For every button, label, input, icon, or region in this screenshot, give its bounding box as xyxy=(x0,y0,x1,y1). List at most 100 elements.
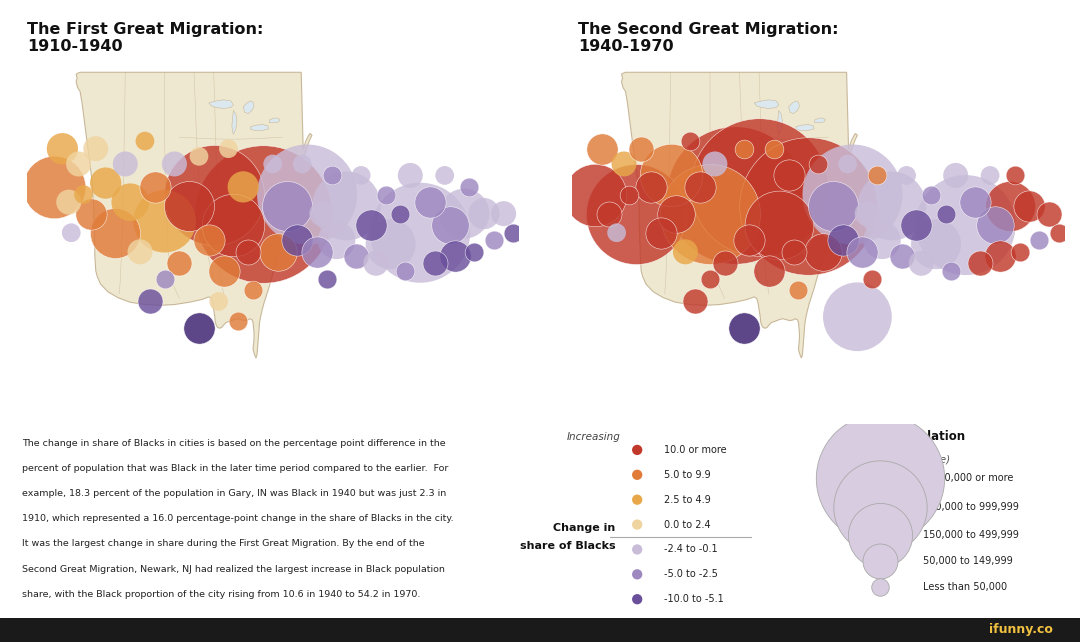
Point xyxy=(225,220,242,230)
Point xyxy=(593,144,610,154)
Polygon shape xyxy=(208,100,233,108)
Text: 2.5 to 4.9: 2.5 to 4.9 xyxy=(664,495,711,505)
Point xyxy=(687,297,704,307)
Text: -10.0 to -5.1: -10.0 to -5.1 xyxy=(664,594,724,604)
Point xyxy=(629,470,646,480)
Point xyxy=(456,209,473,219)
Polygon shape xyxy=(788,101,799,114)
Point xyxy=(230,315,247,325)
Polygon shape xyxy=(232,110,237,134)
Point xyxy=(319,273,336,284)
Point xyxy=(872,501,889,512)
Point xyxy=(70,159,87,169)
Point xyxy=(629,544,646,555)
Point xyxy=(942,266,959,276)
Text: 500,000 to 999,999: 500,000 to 999,999 xyxy=(923,501,1020,512)
Point xyxy=(629,569,646,580)
Point xyxy=(585,189,603,200)
Text: Decreasing: Decreasing xyxy=(563,634,621,642)
Point xyxy=(1021,201,1038,211)
Point xyxy=(485,235,502,245)
Point xyxy=(1007,170,1024,180)
Point xyxy=(402,170,419,180)
Text: Increasing: Increasing xyxy=(567,433,621,442)
Point xyxy=(677,247,694,257)
Point xyxy=(122,197,139,207)
Point xyxy=(883,201,901,211)
Point xyxy=(54,144,71,154)
Text: 50,000 to 149,999: 50,000 to 149,999 xyxy=(923,556,1013,566)
Point xyxy=(265,159,282,169)
Point xyxy=(643,182,660,192)
Point xyxy=(652,228,670,238)
Polygon shape xyxy=(0,618,1080,642)
Text: It was the largest change in share during the First Great Migration. By the end : It was the largest change in share durin… xyxy=(22,539,424,548)
Point xyxy=(874,235,891,245)
Point xyxy=(1040,209,1057,219)
Point xyxy=(298,189,315,200)
Point xyxy=(872,530,889,540)
Polygon shape xyxy=(77,73,312,358)
Point xyxy=(136,136,153,146)
Point xyxy=(681,136,699,146)
Point xyxy=(421,197,438,207)
Point xyxy=(716,258,733,268)
Point xyxy=(735,144,753,154)
Point xyxy=(190,152,207,162)
Point xyxy=(117,159,134,169)
Text: Second Great Migration, Newark, NJ had realized the largest increase in Black po: Second Great Migration, Newark, NJ had r… xyxy=(22,564,445,573)
Point xyxy=(427,258,444,268)
Point xyxy=(629,445,646,455)
Point xyxy=(190,323,207,333)
Point xyxy=(288,235,306,245)
Point xyxy=(367,258,384,268)
Point xyxy=(146,182,163,192)
Point xyxy=(215,266,232,276)
Point xyxy=(348,250,365,261)
Point xyxy=(461,182,478,192)
Point xyxy=(897,170,915,180)
Point xyxy=(893,250,910,261)
Point xyxy=(156,216,173,227)
Point xyxy=(45,182,63,192)
Point xyxy=(834,235,851,245)
Point xyxy=(294,159,311,169)
Point xyxy=(937,209,955,219)
Text: 5.0 to 9.9: 5.0 to 9.9 xyxy=(664,470,711,480)
Text: share of Blacks: share of Blacks xyxy=(519,541,616,551)
Point xyxy=(766,144,783,154)
Point xyxy=(363,220,380,230)
Point xyxy=(872,556,889,566)
Point xyxy=(913,258,930,268)
Point xyxy=(392,209,409,219)
Polygon shape xyxy=(814,118,825,123)
Polygon shape xyxy=(622,73,858,358)
Point xyxy=(922,189,940,200)
Point xyxy=(269,247,286,257)
Text: 10.0 or more: 10.0 or more xyxy=(664,445,727,455)
Point xyxy=(760,266,778,276)
Polygon shape xyxy=(754,100,779,108)
Point xyxy=(608,228,625,238)
Text: -2.4 to -0.1: -2.4 to -0.1 xyxy=(664,544,718,555)
Polygon shape xyxy=(269,118,280,123)
Text: Less than -10.0: Less than -10.0 xyxy=(664,619,740,629)
Point xyxy=(629,519,646,530)
Text: 1910-1940: 1910-1940 xyxy=(27,39,123,53)
Point xyxy=(1001,201,1018,211)
Point xyxy=(770,220,787,230)
Point xyxy=(853,247,870,257)
Point xyxy=(240,247,257,257)
Point xyxy=(107,228,124,238)
Point xyxy=(87,144,105,154)
Point xyxy=(436,170,454,180)
Point xyxy=(967,197,984,207)
Point xyxy=(928,239,945,249)
Point xyxy=(504,228,522,238)
Text: The First Great Migration:: The First Great Migration: xyxy=(27,22,264,37)
Polygon shape xyxy=(243,101,254,114)
Point xyxy=(396,266,414,276)
Point xyxy=(868,170,886,180)
Text: share, with the Black proportion of the city rising from 10.6 in 1940 to 54.2 in: share, with the Black proportion of the … xyxy=(22,589,420,598)
Point xyxy=(982,170,999,180)
